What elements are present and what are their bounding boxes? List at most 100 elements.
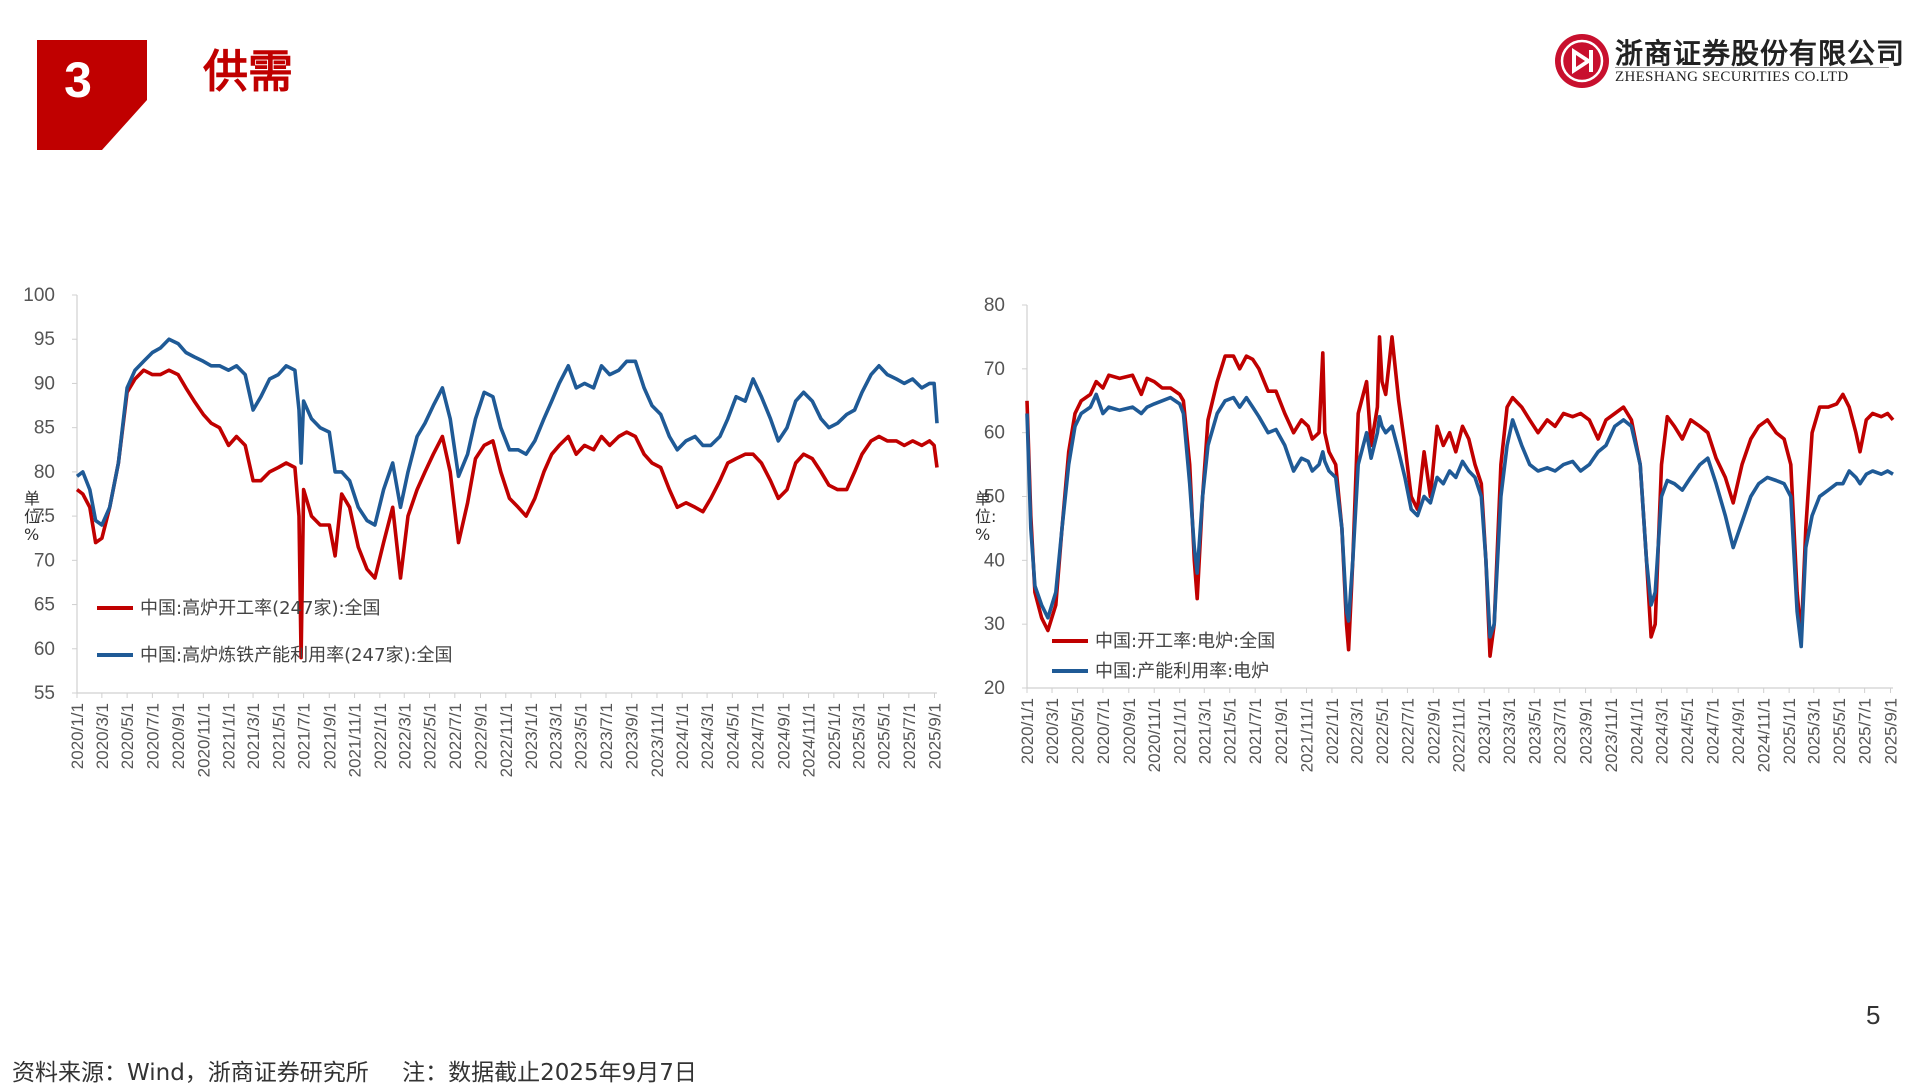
- y-tick-label: 80: [984, 295, 1005, 316]
- x-tick-label: 2022/7/1: [1398, 698, 1417, 764]
- x-tick-label: 2021/9/1: [320, 703, 339, 769]
- series-line: [1025, 392, 1894, 649]
- x-tick-label: 2021/9/1: [1272, 698, 1291, 764]
- x-tick-label: 2025/3/1: [1805, 698, 1824, 764]
- x-tick-label: 2022/5/1: [421, 703, 440, 769]
- x-tick-label: 2024/7/1: [749, 703, 768, 769]
- y-tick-label: 100: [23, 285, 55, 306]
- x-tick-label: 2020/3/1: [93, 703, 112, 769]
- x-tick-label: 2022/7/1: [446, 703, 465, 769]
- logo-divider: [1615, 67, 1889, 68]
- y-tick-label: 60: [34, 639, 55, 660]
- x-tick-label: 2023/5/1: [572, 703, 591, 769]
- x-tick-label: 2022/5/1: [1373, 698, 1392, 764]
- x-tick-label: 2023/7/1: [1551, 698, 1570, 764]
- x-tick-label: 2020/5/1: [1068, 698, 1087, 764]
- data-cutoff-note: 注：数据截止2025年9月7日: [402, 1060, 697, 1086]
- x-tick-label: 2020/7/1: [143, 703, 162, 769]
- legend-label: 中国:高炉开工率(247家):全国: [140, 598, 381, 619]
- x-tick-label: 2021/5/1: [1221, 698, 1240, 764]
- x-tick-label: 2021/1/1: [1171, 698, 1190, 764]
- x-tick-label: 2021/3/1: [1195, 698, 1214, 764]
- x-tick-label: 2024/9/1: [774, 703, 793, 769]
- x-tick-label: 2021/3/1: [244, 703, 263, 769]
- x-tick-label: 2021/11/1: [346, 703, 365, 777]
- x-tick-label: 2024/3/1: [698, 703, 717, 769]
- company-logo: 浙商证券股份有限公司 ZHESHANG SECURITIES CO.LTD: [1553, 32, 1904, 92]
- x-tick-label: 2023/1/1: [522, 703, 541, 769]
- section-number: 3: [64, 52, 92, 108]
- y-tick-label: 80: [34, 462, 55, 483]
- x-tick-label: 2023/1/1: [1475, 698, 1494, 764]
- x-tick-label: 2024/5/1: [1678, 698, 1697, 764]
- x-tick-label: 2023/9/1: [623, 703, 642, 769]
- x-tick-label: 2023/11/1: [1602, 698, 1621, 772]
- series-line: [75, 368, 939, 660]
- x-tick-label: 2022/9/1: [1424, 698, 1443, 764]
- x-tick-label: 2024/1/1: [673, 703, 692, 769]
- x-tick-label: 2021/5/1: [269, 703, 288, 769]
- x-tick-label: 2020/11/1: [1145, 698, 1164, 772]
- y-axis-label: 位:: [975, 507, 996, 526]
- source-note: 资料来源：Wind，浙商证券研究所 注：数据截止2025年9月7日: [12, 1053, 697, 1087]
- y-tick-label: 65: [34, 595, 55, 616]
- x-tick-label: 2022/11/1: [497, 703, 516, 777]
- y-tick-label: 85: [34, 418, 55, 439]
- y-axis-label: 单: [975, 489, 991, 508]
- x-tick-label: 2022/3/1: [1348, 698, 1367, 764]
- x-tick-label: 2024/5/1: [723, 703, 742, 769]
- y-tick-label: 90: [34, 373, 55, 394]
- x-tick-label: 2024/7/1: [1703, 698, 1722, 764]
- page-title: 供需: [203, 45, 294, 98]
- x-tick-label: 2023/5/1: [1525, 698, 1544, 764]
- x-tick-label: 2020/1/1: [1018, 698, 1037, 764]
- section-badge-shape: [37, 40, 147, 150]
- x-tick-label: 2025/9/1: [1881, 698, 1900, 764]
- source-text: 资料来源：Wind，浙商证券研究所: [12, 1060, 369, 1086]
- x-tick-label: 2025/9/1: [926, 703, 945, 769]
- x-tick-label: 2020/5/1: [118, 703, 137, 769]
- x-tick-label: 2023/3/1: [546, 703, 565, 769]
- x-tick-label: 2022/9/1: [471, 703, 490, 769]
- x-tick-label: 2022/3/1: [395, 703, 414, 769]
- logo-company-name-en: ZHESHANG SECURITIES CO.LTD: [1615, 69, 1849, 85]
- y-tick-label: 70: [984, 359, 1005, 380]
- y-tick-label: 55: [34, 683, 55, 704]
- y-axis-label: %: [975, 525, 990, 544]
- x-tick-label: 2024/9/1: [1729, 698, 1748, 764]
- x-tick-label: 2021/7/1: [1246, 698, 1265, 764]
- y-tick-label: 95: [34, 329, 55, 350]
- x-tick-label: 2025/1/1: [1780, 698, 1799, 764]
- x-tick-label: 2023/3/1: [1500, 698, 1519, 764]
- x-tick-label: 2025/5/1: [1830, 698, 1849, 764]
- x-tick-label: 2020/9/1: [1120, 698, 1139, 764]
- x-tick-label: 2022/11/1: [1450, 698, 1469, 772]
- y-tick-label: 60: [984, 423, 1005, 444]
- y-axis-label: %: [24, 525, 39, 544]
- x-tick-label: 2025/3/1: [849, 703, 868, 769]
- legend-label: 中国:高炉炼铁产能利用率(247家):全国: [140, 645, 453, 666]
- x-tick-label: 2020/7/1: [1094, 698, 1113, 764]
- x-tick-label: 2021/1/1: [220, 703, 239, 769]
- legend-label: 中国:产能利用率:电炉: [1095, 661, 1269, 682]
- x-tick-label: 2024/11/1: [800, 703, 819, 777]
- legend-label: 中国:开工率:电炉:全国: [1095, 631, 1275, 652]
- y-axis-label: 单: [24, 489, 40, 508]
- x-tick-label: 2024/1/1: [1627, 698, 1646, 764]
- x-tick-label: 2025/1/1: [825, 703, 844, 769]
- x-tick-label: 2022/1/1: [1323, 698, 1342, 764]
- x-tick-label: 2020/11/1: [194, 703, 213, 777]
- y-tick-label: 50: [984, 487, 1005, 508]
- logo-mark-icon: [1555, 34, 1609, 88]
- x-tick-label: 2023/11/1: [648, 703, 667, 777]
- x-tick-label: 2020/9/1: [169, 703, 188, 769]
- y-tick-label: 75: [34, 506, 55, 527]
- x-tick-label: 2024/11/1: [1755, 698, 1774, 772]
- x-tick-label: 2021/11/1: [1297, 698, 1316, 772]
- x-tick-label: 2023/9/1: [1577, 698, 1596, 764]
- y-tick-label: 20: [984, 678, 1005, 699]
- x-tick-label: 2025/5/1: [875, 703, 894, 769]
- y-axis-label: 位:: [24, 507, 45, 526]
- y-tick-label: 40: [984, 550, 1005, 571]
